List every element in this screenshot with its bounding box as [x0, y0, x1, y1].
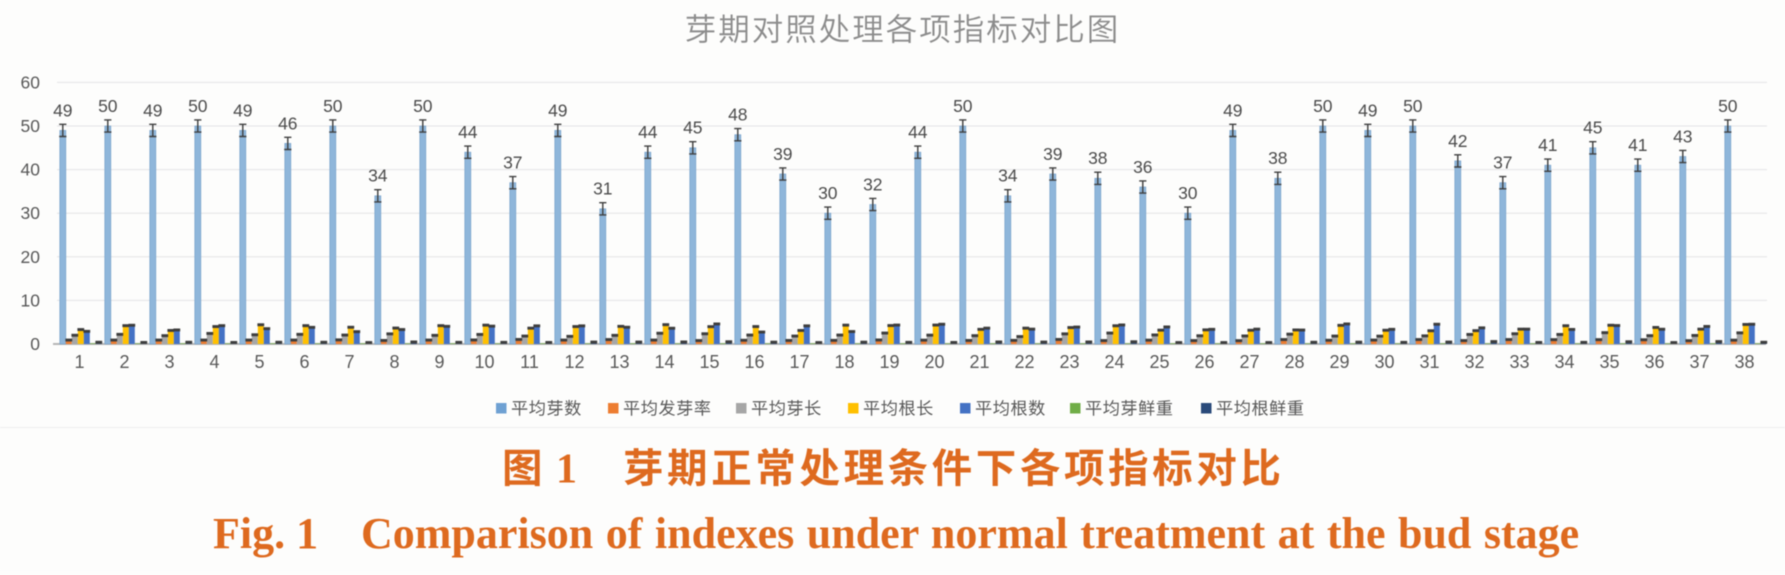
svg-text:32: 32	[863, 174, 882, 194]
svg-text:50: 50	[323, 96, 343, 116]
svg-text:38: 38	[1734, 352, 1754, 372]
svg-text:5: 5	[254, 352, 264, 372]
svg-text:37: 37	[503, 153, 522, 173]
svg-text:15: 15	[699, 352, 719, 372]
svg-text:10: 10	[21, 290, 41, 310]
svg-text:39: 39	[773, 144, 792, 164]
svg-text:43: 43	[1673, 126, 1692, 146]
svg-text:28: 28	[1284, 352, 1304, 372]
svg-text:60: 60	[21, 72, 41, 92]
svg-text:24: 24	[1104, 352, 1124, 372]
svg-text:49: 49	[548, 100, 567, 120]
svg-text:11: 11	[520, 352, 539, 372]
svg-text:36: 36	[1644, 352, 1664, 372]
svg-text:35: 35	[1599, 352, 1619, 372]
svg-text:49: 49	[1223, 100, 1242, 120]
svg-text:42: 42	[1448, 131, 1467, 151]
svg-text:45: 45	[683, 118, 702, 138]
svg-text:30: 30	[1178, 183, 1198, 203]
svg-text:46: 46	[278, 113, 297, 133]
svg-text:26: 26	[1194, 352, 1214, 372]
svg-text:29: 29	[1329, 352, 1349, 372]
svg-text:30: 30	[818, 183, 838, 203]
svg-text:22: 22	[1014, 352, 1034, 372]
svg-text:45: 45	[1583, 118, 1602, 138]
svg-text:41: 41	[1628, 135, 1647, 155]
svg-text:8: 8	[389, 352, 399, 372]
svg-text:50: 50	[1313, 96, 1333, 116]
svg-text:34: 34	[998, 166, 1018, 186]
svg-text:13: 13	[609, 352, 629, 372]
svg-text:1: 1	[74, 352, 84, 372]
svg-text:50: 50	[21, 116, 41, 136]
svg-text:2: 2	[119, 352, 129, 372]
svg-text:9: 9	[434, 352, 444, 372]
svg-text:32: 32	[1464, 352, 1484, 372]
svg-text:50: 50	[953, 96, 973, 116]
svg-text:34: 34	[1554, 352, 1574, 372]
svg-text:49: 49	[233, 100, 252, 120]
svg-text:50: 50	[1718, 96, 1738, 116]
svg-text:7: 7	[344, 352, 354, 372]
svg-text:48: 48	[728, 105, 747, 125]
svg-text:36: 36	[1133, 157, 1152, 177]
svg-text:37: 37	[1493, 153, 1512, 173]
svg-text:20: 20	[924, 352, 944, 372]
svg-text:49: 49	[53, 100, 72, 120]
svg-text:14: 14	[654, 352, 674, 372]
svg-text:50: 50	[188, 96, 208, 116]
svg-text:Comparison of indexes under no: Comparison of indexes under normal treat…	[361, 509, 1579, 558]
svg-text:Fig. 1: Fig. 1	[213, 509, 318, 558]
svg-text:40: 40	[21, 160, 41, 180]
svg-text:31: 31	[1419, 352, 1439, 372]
svg-text:6: 6	[299, 352, 309, 372]
svg-text:41: 41	[1538, 135, 1557, 155]
svg-text:37: 37	[1689, 352, 1709, 372]
svg-text:44: 44	[458, 122, 478, 142]
svg-text:4: 4	[209, 352, 219, 372]
svg-text:33: 33	[1509, 352, 1529, 372]
svg-text:27: 27	[1239, 352, 1259, 372]
svg-text:1: 1	[556, 447, 577, 493]
svg-text:25: 25	[1149, 352, 1169, 372]
svg-text:0: 0	[30, 334, 40, 354]
svg-text:17: 17	[789, 352, 809, 372]
svg-text:49: 49	[143, 100, 162, 120]
svg-text:50: 50	[1403, 96, 1423, 116]
svg-text:31: 31	[593, 179, 612, 199]
svg-text:34: 34	[368, 166, 388, 186]
svg-text:38: 38	[1268, 148, 1287, 168]
svg-text:23: 23	[1059, 352, 1079, 372]
svg-text:10: 10	[474, 352, 494, 372]
svg-text:16: 16	[744, 352, 764, 372]
svg-text:30: 30	[21, 203, 41, 223]
svg-text:49: 49	[1358, 100, 1377, 120]
svg-text:30: 30	[1374, 352, 1394, 372]
svg-text:3: 3	[164, 352, 174, 372]
svg-text:38: 38	[1088, 148, 1107, 168]
svg-text:19: 19	[879, 352, 899, 372]
svg-text:12: 12	[564, 352, 584, 372]
svg-text:39: 39	[1043, 144, 1062, 164]
svg-text:44: 44	[908, 122, 928, 142]
svg-text:20: 20	[21, 247, 41, 267]
svg-text:50: 50	[98, 96, 118, 116]
svg-text:50: 50	[413, 96, 433, 116]
svg-text:21: 21	[969, 352, 989, 372]
svg-text:44: 44	[638, 122, 658, 142]
svg-text:18: 18	[834, 352, 854, 372]
